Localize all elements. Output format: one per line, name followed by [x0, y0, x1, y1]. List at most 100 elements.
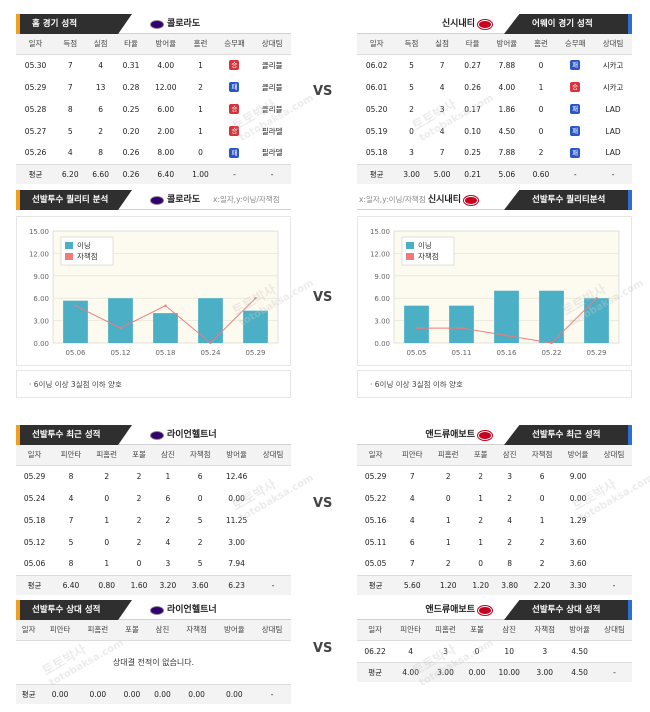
table-cell: 2 [136, 471, 142, 481]
table-row: 05.16 4 1 2 4 1 1.29 [357, 509, 632, 531]
column-header: 상대팀 [253, 34, 291, 55]
x-tick-label: 05.05 [406, 349, 426, 357]
table-row: 05.30 7 4 0.31 4.00 1 승 클리블 [16, 54, 291, 76]
table-cell: 0 [474, 646, 480, 656]
table-cell: 2 [478, 515, 484, 525]
table-cell: 0 [136, 559, 142, 569]
average-cell: 3.00 [527, 661, 563, 682]
table-cell: 4 [409, 493, 415, 503]
average-cell: 5.06 [487, 163, 526, 184]
table-cell: 클리블 [261, 82, 283, 92]
team-name: 콜로라도 [150, 190, 200, 210]
table-cell: 0.25 [464, 148, 481, 158]
table-cell [596, 465, 632, 487]
table-cell: 7 [68, 515, 74, 525]
table-cell: 05.05 [364, 559, 387, 569]
table-cell: 승 [216, 120, 254, 142]
column-header: 포볼 [466, 445, 496, 466]
table-row: 06.02 5 7 0.27 7.88 0 패 시카고 [357, 54, 632, 76]
column-header: 일자 [16, 445, 54, 466]
panel-header: 선발투수 퀄리티 분석 콜로라도 x:일자,y:이닝/자책점 [16, 190, 291, 210]
column-header: 일자 [16, 34, 56, 55]
column-header: 방어율 [215, 620, 254, 641]
average-cell: 6.23 [218, 574, 256, 595]
table-cell: 13 [95, 82, 106, 92]
home-record-table: 일자 득점 실점 타율 방어율 홈런 승무패 상대팀 05.30 7 4 0.31 4.00 1 승 클리블… [16, 34, 291, 184]
table-cell: 2 [539, 537, 545, 547]
table-cell: 클리블 [261, 104, 283, 114]
table-cell: 0 [197, 493, 203, 503]
table-cell: 05.27 [24, 126, 47, 136]
average-cell: 6.40 [53, 574, 89, 595]
legend-swatch [406, 242, 414, 249]
column-header: 득점 [55, 34, 86, 55]
average-cell: 0.00 [177, 683, 216, 704]
table-cell: 8 [68, 471, 74, 481]
table-cell: 0 [539, 493, 545, 503]
column-header: 상대팀 [594, 34, 632, 55]
table-cell: 05.29 [364, 471, 387, 481]
average-cell: 10.00 [491, 661, 528, 682]
table-cell: 0 [538, 60, 544, 70]
average-cell: 5.60 [394, 574, 431, 595]
bar [584, 298, 609, 343]
table-cell: 5 [409, 82, 414, 92]
x-tick-label: 05.24 [200, 349, 221, 357]
table-cell: 패 [216, 76, 254, 98]
table-cell: 0.31 [122, 60, 140, 70]
table-cell: 12.00 [155, 82, 177, 92]
panel-header: 선발투수 상대 성적 라이언헬트너 [16, 600, 291, 620]
line-point [595, 297, 598, 300]
average-cell: - [596, 574, 632, 595]
table-cell: 2 [98, 126, 104, 136]
bar [404, 305, 429, 343]
quality-chart: 0.00 3.00 6.00 9.00 12.00 15.00 05.05 05.11 05.1… [357, 216, 632, 366]
table-row: 05.05 7 2 0 8 2 3.60 [357, 553, 632, 575]
bar [449, 305, 474, 343]
average-cell: 평균 [16, 683, 42, 704]
panel-header: 홈 경기 성적 콜로라도 [16, 14, 291, 34]
average-cell: 0.00 [78, 683, 117, 704]
column-header: 승무패 [215, 34, 254, 55]
table-cell [255, 553, 291, 575]
column-header: 자책점 [524, 445, 561, 466]
table-cell: 1 [445, 515, 451, 525]
line-point [254, 297, 257, 300]
table-cell: 8 [507, 559, 513, 569]
y-tick-label: 9.00 [33, 273, 49, 281]
table-cell: 2 [165, 515, 171, 525]
table-cell: 필라델 [261, 148, 283, 158]
footnote-text: 6이닝 이상 3실점 이하 양호 [374, 380, 463, 389]
table-row: 05.28 8 6 0.25 6.00 1 승 클리블 [16, 98, 291, 120]
column-header: 득점 [396, 34, 427, 55]
table-cell: 7 [409, 471, 415, 481]
average-cell: 평균 [16, 574, 54, 595]
table-cell: 05.29 [24, 82, 47, 92]
table-cell: 패 [556, 120, 594, 142]
team-label: 신시내티 [441, 19, 475, 29]
average-cell: - [255, 574, 291, 595]
table-cell: 8.00 [157, 148, 175, 158]
column-header: 피안타 [393, 620, 429, 641]
table-cell: 2 [445, 559, 451, 569]
home-record-panel: 홈 경기 성적 콜로라도 일자 득점 실점 타율 방어율 홈런 승무패 상대팀 05.30 7 4… [16, 14, 291, 184]
table-cell: 05.16 [364, 515, 387, 525]
column-header: 삼진 [495, 445, 525, 466]
table-cell: 0 [478, 559, 484, 569]
reds-logo-icon [464, 195, 478, 205]
column-header: 삼진 [147, 620, 178, 641]
average-cell: 0.00 [116, 683, 148, 704]
average-cell: 4.00 [393, 661, 429, 682]
team-name: 신시내티 [442, 14, 492, 34]
section-tag: 선발투수 퀄리티 분석 [16, 190, 132, 210]
table-cell: 05.22 [364, 493, 387, 503]
table-cell [255, 509, 291, 531]
table-cell: 2 [136, 515, 142, 525]
quality-chart: 0.00 3.00 6.00 9.00 12.00 15.00 05.06 05.12 05.1… [16, 216, 291, 366]
table-cell [596, 531, 632, 553]
column-header: 자책점 [177, 620, 216, 641]
away-record-panel: 신시내티 어웨이 경기 성적 일자 득점 실점 타율 방어율 홈런 승무패 상대팀 06.02… [357, 14, 632, 184]
table-cell: 패 [216, 142, 254, 164]
average-cell: 3.80 [495, 574, 525, 595]
table-row: 05.27 5 2 0.20 2.00 1 승 필라델 [16, 120, 291, 142]
